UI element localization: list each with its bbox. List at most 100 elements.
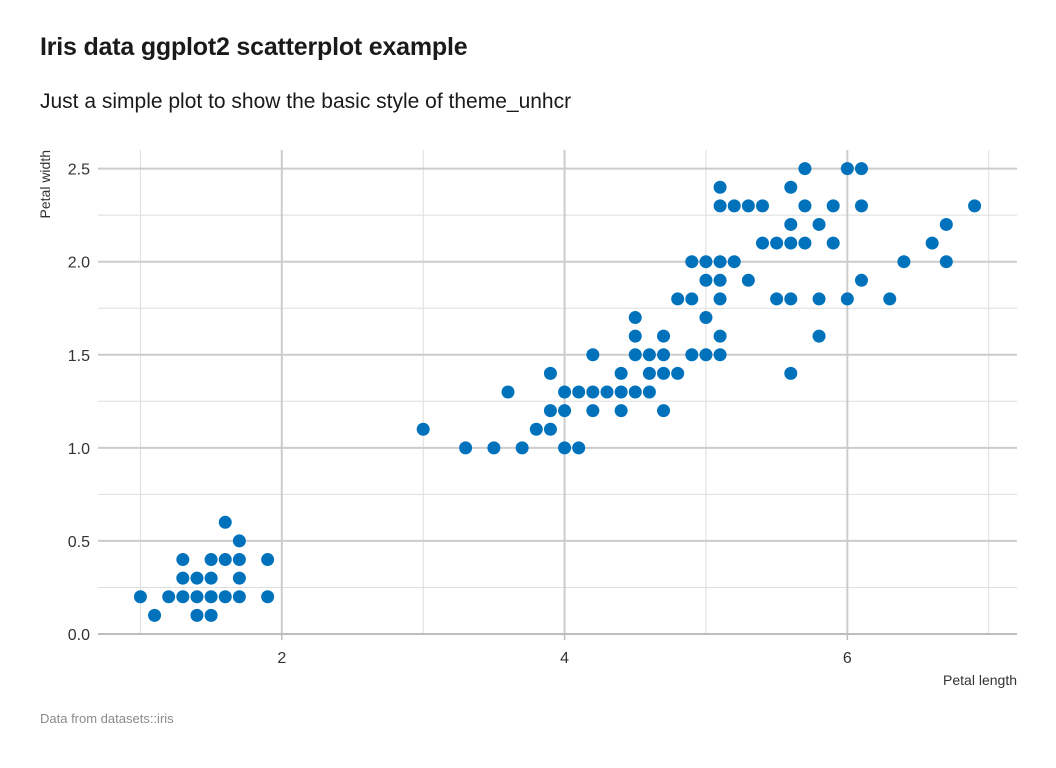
data-point (558, 404, 572, 418)
data-point (628, 329, 642, 343)
data-point (232, 553, 246, 567)
data-point (699, 273, 713, 287)
data-point (642, 385, 656, 399)
data-point (204, 608, 218, 622)
data-point (586, 404, 600, 418)
data-point (515, 441, 529, 455)
y-tick-label: 1.5 (68, 348, 90, 365)
x-axis-ticks: 2 4 6 (277, 634, 852, 667)
data-point (642, 366, 656, 380)
data-point (854, 162, 868, 176)
data-point (642, 348, 656, 362)
data-point (204, 571, 218, 585)
x-axis-title: Petal length (943, 672, 1017, 688)
chart-caption: Data from datasets::iris (40, 711, 174, 726)
data-point (628, 385, 642, 399)
data-point (190, 608, 204, 622)
minor-gridlines (98, 150, 1017, 634)
data-points (133, 162, 982, 622)
data-point (840, 292, 854, 306)
data-point (713, 199, 727, 213)
data-point (727, 199, 741, 213)
data-point (558, 441, 572, 455)
data-point (261, 590, 275, 604)
y-axis-title: Petal width (37, 150, 53, 218)
data-point (600, 385, 614, 399)
data-point (854, 273, 868, 287)
data-point (840, 162, 854, 176)
data-point (699, 348, 713, 362)
data-point (459, 441, 473, 455)
data-point (218, 553, 232, 567)
data-point (770, 236, 784, 250)
data-point (501, 385, 515, 399)
data-point (628, 348, 642, 362)
data-point (176, 590, 190, 604)
data-point (543, 422, 557, 436)
data-point (713, 255, 727, 269)
data-point (176, 571, 190, 585)
data-point (699, 311, 713, 325)
data-point (713, 180, 727, 194)
data-point (190, 590, 204, 604)
data-point (416, 422, 430, 436)
chart-title: Iris data ggplot2 scatterplot example (40, 33, 468, 61)
data-point (741, 199, 755, 213)
data-point (784, 292, 798, 306)
data-point (572, 385, 586, 399)
x-tick-label: 2 (277, 650, 286, 667)
y-tick-label: 2.5 (68, 162, 90, 179)
y-tick-label: 0.0 (68, 627, 90, 644)
data-point (939, 217, 953, 231)
x-tick-label: 6 (843, 650, 852, 667)
data-point (727, 255, 741, 269)
data-point (756, 199, 770, 213)
data-point (487, 441, 501, 455)
data-point (854, 199, 868, 213)
data-point (713, 329, 727, 343)
data-point (133, 590, 147, 604)
data-point (204, 590, 218, 604)
data-point (968, 199, 982, 213)
data-point (897, 255, 911, 269)
data-point (939, 255, 953, 269)
data-point (628, 311, 642, 325)
data-point (204, 553, 218, 567)
data-point (614, 404, 628, 418)
data-point (798, 236, 812, 250)
data-point (586, 385, 600, 399)
data-point (162, 590, 176, 604)
data-point (685, 348, 699, 362)
data-point (657, 329, 671, 343)
data-point (657, 366, 671, 380)
data-point (784, 366, 798, 380)
data-point (883, 292, 897, 306)
data-point (176, 553, 190, 567)
y-tick-label: 2.0 (68, 255, 90, 272)
data-point (190, 571, 204, 585)
chart-subtitle: Just a simple plot to show the basic sty… (40, 90, 572, 113)
data-point (261, 553, 275, 567)
data-point (784, 180, 798, 194)
data-point (685, 255, 699, 269)
data-point (685, 292, 699, 306)
data-point (232, 534, 246, 548)
data-point (812, 329, 826, 343)
data-point (529, 422, 543, 436)
data-point (826, 199, 840, 213)
data-point (657, 348, 671, 362)
data-point (826, 236, 840, 250)
data-point (812, 292, 826, 306)
data-point (756, 236, 770, 250)
y-tick-label: 1.0 (68, 441, 90, 458)
data-point (812, 217, 826, 231)
data-point (798, 199, 812, 213)
data-point (798, 162, 812, 176)
data-point (770, 292, 784, 306)
data-point (558, 385, 572, 399)
data-point (232, 590, 246, 604)
data-point (614, 366, 628, 380)
data-point (671, 292, 685, 306)
data-point (699, 255, 713, 269)
